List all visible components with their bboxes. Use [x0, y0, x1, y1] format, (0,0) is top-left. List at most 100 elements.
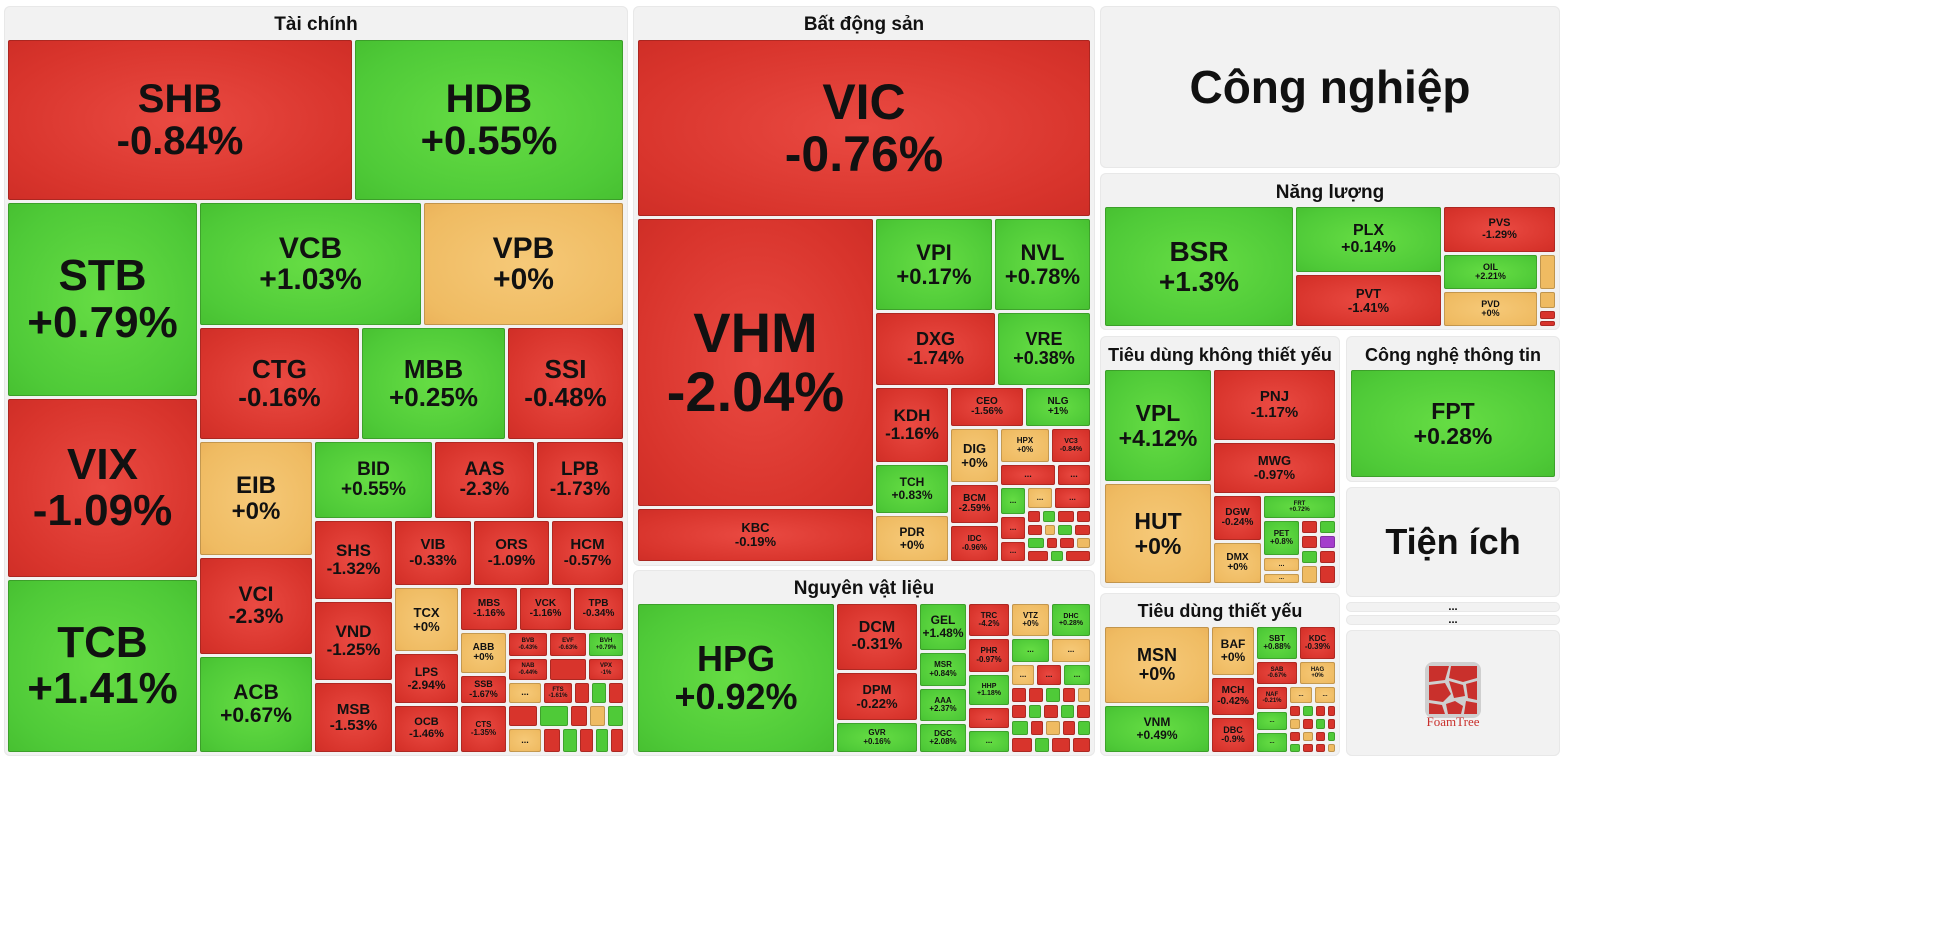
stock-tile-vpi[interactable]: VPI +0.17% [876, 219, 992, 310]
stock-tile-msr[interactable]: MSR +0.84% [920, 653, 966, 686]
stock-tile-frt[interactable]: FRT +0.72% [1264, 496, 1335, 518]
stock-tile-ssb[interactable]: SSB -1.67% [461, 676, 506, 703]
stock-tile-dpm[interactable]: DPM -0.22% [837, 673, 917, 720]
mini-tile[interactable] [1302, 566, 1317, 583]
mini-tile[interactable] [1320, 566, 1335, 583]
mini-tile[interactable] [1303, 732, 1313, 741]
stock-tile-fts[interactable]: FTS -1.61% [544, 683, 572, 703]
mini-tile[interactable] [1316, 719, 1325, 729]
mini-tile-ellipsis[interactable]: ... [1001, 542, 1025, 561]
stock-tile-sbt[interactable]: SBT +0.88% [1257, 627, 1297, 659]
stock-tile-shs[interactable]: SHS -1.32% [315, 521, 392, 599]
stock-tile-lpb[interactable]: LPB -1.73% [537, 442, 623, 518]
stock-tile-sab[interactable]: SAB -0.67% [1257, 662, 1297, 684]
mini-tile[interactable] [590, 706, 605, 726]
mini-tile[interactable] [1320, 551, 1335, 563]
mini-tile[interactable] [1075, 525, 1090, 535]
mini-tile-ellipsis[interactable]: ... [1001, 465, 1055, 485]
stock-tile-baf[interactable]: BAF +0% [1212, 627, 1254, 675]
stock-tile-stb[interactable]: STB +0.79% [8, 203, 197, 396]
stock-tile-hpx[interactable]: HPX +0% [1001, 429, 1049, 462]
mini-tile[interactable] [592, 683, 606, 703]
mini-tile[interactable] [563, 729, 577, 752]
stock-tile-dxg[interactable]: DXG -1.74% [876, 313, 995, 385]
mini-tile[interactable] [1058, 511, 1074, 522]
stock-tile-naf[interactable]: NAF -0.21% [1257, 687, 1287, 709]
mini-tile[interactable] [1031, 721, 1043, 735]
stock-tile-pvt[interactable]: PVT -1.41% [1296, 275, 1441, 326]
stock-tile-bcm[interactable]: BCM -2.59% [951, 485, 998, 523]
stock-tile-tcb[interactable]: TCB +1.41% [8, 580, 197, 752]
stock-tile-kbc[interactable]: KBC -0.19% [638, 509, 873, 561]
stock-tile-mbb[interactable]: MBB +0.25% [362, 328, 505, 439]
mini-tile-ellipsis[interactable]: ... [1290, 687, 1312, 703]
mini-tile[interactable] [1044, 705, 1058, 718]
mini-tile[interactable] [1052, 738, 1070, 752]
mini-tile[interactable] [1028, 551, 1048, 561]
mini-tile[interactable] [1012, 688, 1026, 702]
mini-tile[interactable] [1078, 688, 1090, 702]
mini-tile-ellipsis[interactable]: ... [1037, 665, 1061, 685]
mini-tile[interactable] [1063, 721, 1075, 735]
stock-tile-nvl[interactable]: NVL +0.78% [995, 219, 1090, 310]
stock-tile-fpt[interactable]: FPT +0.28% [1351, 370, 1555, 477]
mini-tile-ellipsis[interactable]: ... [1058, 465, 1090, 485]
mini-tile[interactable] [1316, 706, 1325, 716]
stock-tile-mwg[interactable]: MWG -0.97% [1214, 443, 1335, 493]
mini-tile[interactable] [1540, 255, 1555, 289]
stock-tile-nab[interactable]: NAB -0.44% [509, 659, 547, 680]
mini-tile[interactable] [1066, 551, 1090, 561]
mini-tile[interactable] [1302, 536, 1317, 548]
mini-tile[interactable] [1320, 536, 1335, 548]
collapsed-group[interactable]: ... [1346, 602, 1560, 613]
mini-tile[interactable] [1316, 744, 1325, 752]
mini-tile[interactable] [1061, 705, 1074, 718]
stock-tile-hut[interactable]: HUT +0% [1105, 484, 1211, 583]
mini-tile[interactable] [575, 683, 589, 703]
stock-tile-vpx[interactable]: VPX -1% [589, 659, 623, 680]
stock-tile-ssi[interactable]: SSI -0.48% [508, 328, 623, 439]
mini-tile[interactable] [1316, 732, 1325, 741]
mini-tile-ellipsis[interactable]: ... [1315, 687, 1335, 703]
collapsed-group[interactable]: ... [1346, 615, 1560, 626]
mini-tile[interactable] [1060, 538, 1074, 548]
stock-tile-pet[interactable]: PET +0.8% [1264, 521, 1299, 555]
mini-tile[interactable] [1012, 705, 1026, 718]
mini-tile-ellipsis[interactable]: ... [1264, 558, 1299, 571]
mini-tile[interactable] [609, 683, 623, 703]
stock-tile-acb[interactable]: ACB +0.67% [200, 657, 312, 752]
mini-tile[interactable] [1046, 721, 1060, 735]
mini-tile[interactable] [1058, 525, 1072, 535]
mini-tile[interactable] [1290, 706, 1300, 716]
mini-tile[interactable] [1063, 688, 1075, 702]
mini-tile[interactable] [1320, 521, 1335, 533]
stock-tile-bid[interactable]: BID +0.55% [315, 442, 432, 518]
stock-tile-tch[interactable]: TCH +0.83% [876, 465, 948, 513]
mini-tile[interactable] [1035, 738, 1049, 752]
stock-tile-hcm[interactable]: HCM -0.57% [552, 521, 623, 585]
stock-tile-bsr[interactable]: BSR +1.3% [1105, 207, 1293, 326]
stock-tile-aas[interactable]: AAS -2.3% [435, 442, 534, 518]
mini-tile-ellipsis[interactable]: ... [1055, 488, 1090, 508]
mini-tile[interactable] [1303, 719, 1313, 729]
stock-tile-bvb[interactable]: BVB -0.43% [509, 633, 547, 656]
mini-tile-ellipsis[interactable]: ... [509, 683, 541, 703]
stock-tile-kdh[interactable]: KDH -1.16% [876, 388, 948, 462]
stock-tile-pvs[interactable]: PVS -1.29% [1444, 207, 1555, 252]
mini-tile[interactable] [1012, 738, 1032, 752]
stock-tile-dhc[interactable]: DHC +0.28% [1052, 604, 1090, 636]
stock-tile-vnd[interactable]: VND -1.25% [315, 602, 392, 680]
stock-tile-vib[interactable]: VIB -0.33% [395, 521, 471, 585]
stock-tile-lps[interactable]: LPS -2.94% [395, 654, 458, 703]
stock-tile-msn[interactable]: MSN +0% [1105, 627, 1209, 703]
mini-tile-ellipsis[interactable]: ... [1001, 488, 1025, 514]
mini-tile-ellipsis[interactable]: ... [1012, 639, 1049, 662]
stock-tile-mch[interactable]: MCH -0.42% [1212, 678, 1254, 715]
stock-tile-ors[interactable]: ORS -1.09% [474, 521, 549, 585]
stock-tile-bvh[interactable]: BVH +0.79% [589, 633, 623, 656]
stock-tile-ctg[interactable]: CTG -0.16% [200, 328, 359, 439]
stock-tile-ceo[interactable]: CEO -1.56% [951, 388, 1023, 426]
mini-tile[interactable] [1078, 721, 1090, 735]
mini-tile[interactable] [544, 729, 560, 752]
mini-tile[interactable] [1303, 706, 1313, 716]
